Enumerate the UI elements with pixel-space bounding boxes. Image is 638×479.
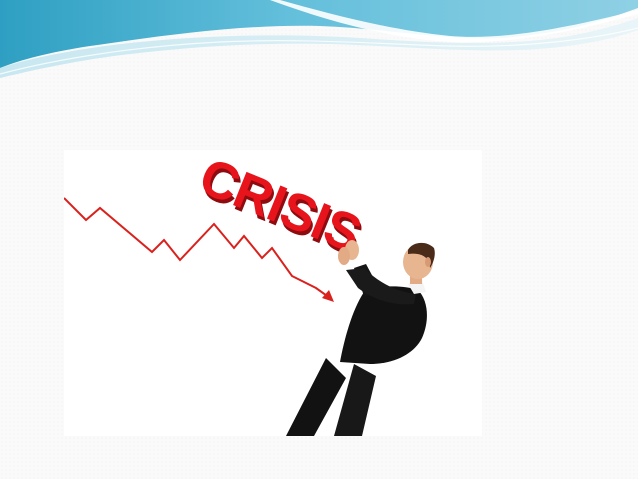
- svg-text:CRISIS: CRISIS: [192, 150, 369, 264]
- declining-arrow-line: [64, 197, 331, 299]
- crisis-illustration: CRISIS CRISIS: [64, 150, 482, 436]
- businessman-pushing-crisis-icon: CRISIS CRISIS: [64, 150, 435, 436]
- wave-header-decoration: [0, 0, 638, 78]
- arrow-head: [322, 290, 334, 302]
- businessman: [286, 240, 435, 436]
